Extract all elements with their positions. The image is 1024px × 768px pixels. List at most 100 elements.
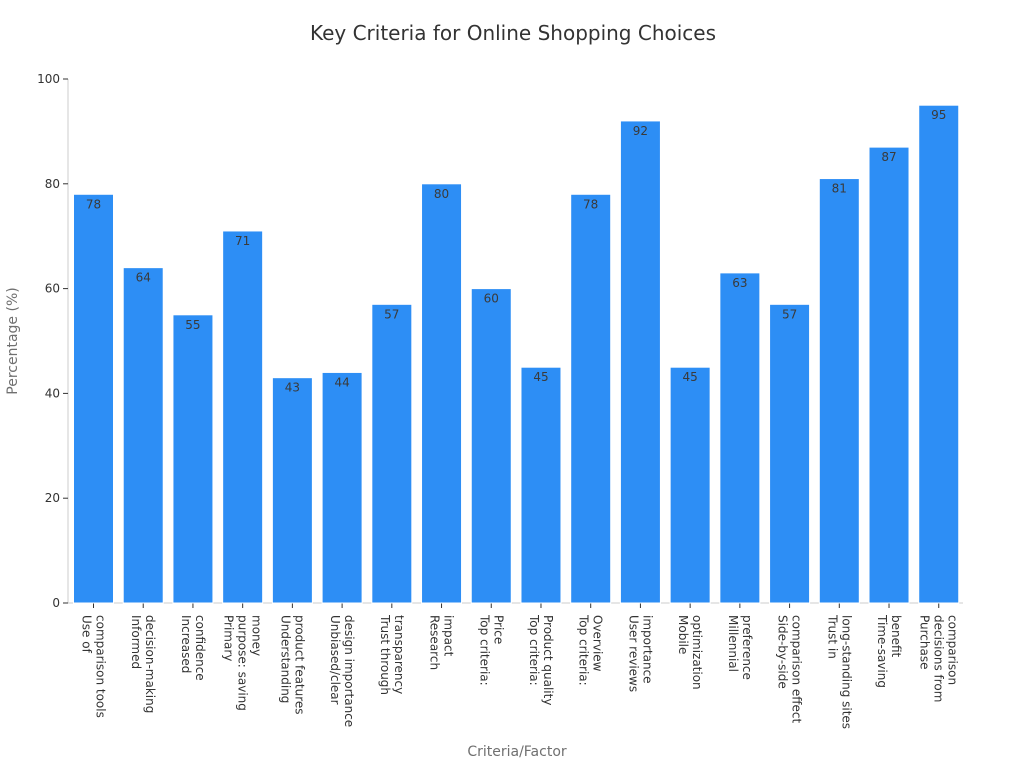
bar	[769, 303, 811, 604]
x-tick-label-line: Increased	[179, 615, 193, 673]
data-label: 60	[484, 292, 499, 306]
x-tick-label: User reviews importance	[626, 615, 654, 692]
data-label: 64	[136, 271, 151, 285]
bar	[918, 104, 960, 604]
bar	[222, 230, 264, 604]
bar	[868, 146, 910, 604]
x-tick-label-line: Side-by-side	[776, 615, 790, 689]
x-tick-label: Trust through transparency	[378, 614, 406, 695]
x-tick-label: Side-by-side comparison effect	[776, 615, 804, 724]
bar	[122, 267, 164, 604]
x-tick-label: Unbiased/clear design importance	[328, 615, 356, 727]
data-label: 45	[682, 370, 697, 384]
x-tick-label-line: Time-saving	[875, 614, 889, 688]
bar	[570, 193, 612, 604]
x-tick-label-line: purpose: saving	[236, 615, 250, 711]
x-tick-label: Top criteria: Overview	[577, 614, 605, 686]
x-tick-label-line: long-standing sites	[839, 615, 853, 729]
x-tick-label-line: design importance	[342, 615, 356, 727]
x-tick-label: Understanding product features	[278, 615, 306, 715]
x-tick-label-line: preference	[740, 615, 754, 680]
x-tick-label-line: Price	[491, 615, 505, 644]
bar	[271, 377, 313, 604]
x-tick-label: Top criteria: Price	[477, 614, 505, 686]
x-tick-label-line: comparison	[946, 615, 960, 685]
x-tick-label-line: decision-making	[143, 615, 157, 713]
data-label: 55	[185, 318, 200, 332]
x-tick-label-line: Product quality	[541, 615, 555, 705]
x-tick-label-line: Millennial	[726, 615, 740, 672]
x-tick-label-line: optimization	[690, 615, 704, 690]
x-tick-label-line: product features	[292, 615, 306, 715]
y-tick-label: 100	[37, 72, 60, 86]
x-tick-label-line: Mobile	[676, 615, 690, 654]
x-tick-label-line: importance	[640, 615, 654, 684]
y-tick-label: 60	[45, 282, 60, 296]
bar	[371, 303, 413, 604]
y-axis-title: Percentage (%)	[5, 287, 21, 394]
data-labels: 78 64 55 71 43 44 57 80 60 45 78 92 45 63 57 81 87 95	[86, 108, 947, 394]
x-tick-label: Purchase decisions from comparison	[918, 615, 960, 702]
data-label: 71	[235, 234, 250, 248]
data-label: 80	[434, 187, 449, 201]
x-tick-label: Time-saving benefit	[875, 614, 903, 688]
data-label: 57	[384, 307, 399, 321]
data-label: 78	[583, 197, 598, 211]
y-tick-label: 40	[45, 386, 60, 400]
bar	[520, 366, 562, 604]
bar	[470, 288, 512, 604]
data-label: 43	[285, 381, 300, 395]
data-label: 45	[533, 370, 548, 384]
x-axis	[68, 602, 963, 608]
y-tick-label: 20	[45, 491, 60, 505]
x-axis-title: Criteria/Factor	[467, 744, 567, 760]
x-tick-label-line: Purchase	[918, 615, 932, 670]
x-tick-label-line: benefit	[889, 615, 903, 658]
bar	[619, 120, 661, 604]
x-tick-label: Informed decision-making	[129, 615, 157, 713]
x-tick-label-line: Unbiased/clear	[328, 615, 342, 705]
x-tick-label-line: Use of	[80, 615, 94, 654]
x-tick-label-line: Research	[428, 615, 442, 670]
x-tick-label-line: Overview	[591, 615, 605, 672]
y-tick-label: 0	[52, 596, 60, 610]
bar	[719, 272, 761, 604]
x-tick-label-line: decisions from	[932, 615, 946, 702]
x-tick-label-line: comparison tools	[94, 615, 108, 718]
bar	[669, 366, 711, 604]
x-tick-label: Mobile optimization	[676, 615, 704, 690]
x-tick-label-line: transparency	[392, 615, 406, 694]
x-tick-label-line: money	[250, 615, 264, 656]
data-label: 63	[732, 276, 747, 290]
bar	[321, 371, 363, 604]
x-tick-label: Millennial preference	[726, 615, 754, 680]
x-tick-label-line: Top criteria:	[577, 614, 591, 686]
chart-title: Key Criteria for Online Shopping Choices	[310, 21, 716, 45]
bar	[421, 183, 463, 604]
data-label: 92	[633, 124, 648, 138]
x-tick-label-line: confidence	[193, 615, 207, 681]
x-tick-label-line: impact	[442, 615, 456, 657]
x-tick-label: Primary purpose: saving money	[222, 615, 264, 711]
x-tick-label-line: Trust through	[378, 614, 392, 695]
bar	[73, 193, 114, 604]
bar	[818, 178, 860, 604]
data-label: 57	[782, 307, 797, 321]
y-tick-label: 80	[45, 177, 60, 191]
x-tick-label: Trust in long-standing sites	[825, 614, 853, 729]
x-tick-label-line: comparison effect	[790, 615, 804, 724]
data-label: 95	[931, 108, 946, 122]
data-label: 87	[881, 150, 896, 164]
category-labels: Use of comparison tools Informed decision-m…	[80, 614, 960, 729]
bar	[172, 314, 214, 604]
x-tick-label: Use of comparison tools	[80, 615, 108, 718]
x-tick-label-line: Understanding	[278, 615, 292, 703]
x-tick-label-line: Top criteria:	[527, 614, 541, 686]
x-tick-label-line: Trust in	[825, 614, 839, 659]
x-tick-label-line: Top criteria:	[477, 614, 491, 686]
x-tick-label: Top criteria: Product quality	[527, 614, 555, 705]
x-tick-label-line: Primary	[222, 615, 236, 661]
y-axis: 0 20 40 60 80 100	[37, 72, 69, 610]
x-tick-label: Research impact	[428, 615, 456, 670]
